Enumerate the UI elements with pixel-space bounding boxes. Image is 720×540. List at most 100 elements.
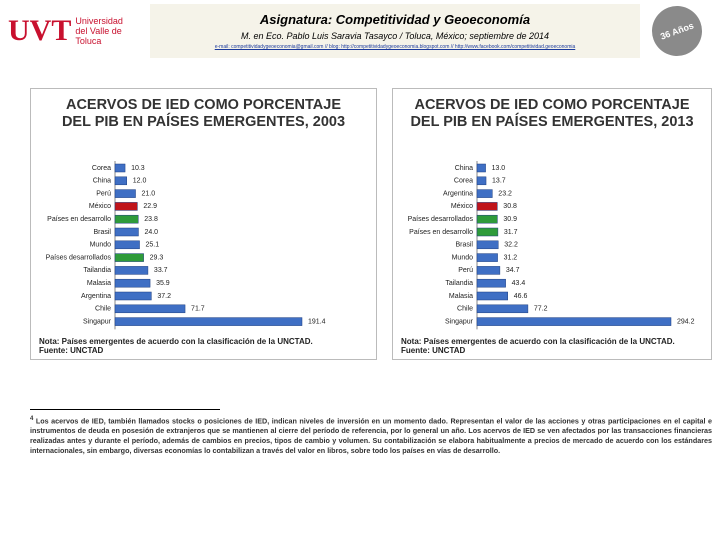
value-label: 43.4 xyxy=(512,280,526,287)
category-label: Tailandia xyxy=(445,280,473,287)
chart-note: Nota: Países emergentes de acuerdo con l… xyxy=(39,337,313,355)
category-label: Países desarrollados xyxy=(408,216,474,223)
bar xyxy=(476,202,498,211)
category-label: Países en desarrollo xyxy=(47,216,111,223)
value-label: 21.0 xyxy=(142,190,156,197)
bar xyxy=(114,189,136,198)
category-label: Argentina xyxy=(81,293,111,300)
value-label: 29.3 xyxy=(150,254,164,261)
category-label: Países en desarrollo xyxy=(409,229,473,236)
bar xyxy=(476,291,508,301)
value-label: 77.2 xyxy=(534,306,548,313)
bar xyxy=(476,253,498,262)
bar xyxy=(114,317,303,326)
bar xyxy=(114,266,149,275)
footnote: 4 Los acervos de IED, también llamados s… xyxy=(30,414,712,456)
logo: UVT Universidad del Valle de Toluca xyxy=(8,8,126,54)
bar xyxy=(114,253,144,262)
note: Nota: Países emergentes de acuerdo con l… xyxy=(401,337,675,346)
footnote-marker: 4 xyxy=(30,416,34,422)
chart-note: Nota: Países emergentes de acuerdo con l… xyxy=(401,337,675,355)
bar xyxy=(114,291,152,301)
category-label: Malasia xyxy=(449,293,473,300)
bar xyxy=(114,304,186,314)
bar xyxy=(114,278,151,288)
chart-title: ACERVOS DE IED COMO PORCENTAJE DEL PIB E… xyxy=(61,97,346,130)
note: Nota: Países emergentes de acuerdo con l… xyxy=(39,337,313,346)
category-label: Mundo xyxy=(452,254,474,261)
bar xyxy=(476,163,486,173)
value-label: 34.7 xyxy=(506,267,520,274)
logo-mark: UVT xyxy=(8,14,72,47)
bar xyxy=(114,163,126,173)
chart: ACERVOS DE IED COMO PORCENTAJE DEL PIB E… xyxy=(30,88,377,360)
value-label: 31.7 xyxy=(504,229,518,236)
category-label: México xyxy=(451,203,473,210)
bar xyxy=(114,214,139,224)
category-label: China xyxy=(455,165,473,172)
plot: China 13.0 Corea 13.7 Argentina 23.2 México 30.… xyxy=(408,161,695,330)
value-label: 37.2 xyxy=(157,293,171,300)
bar xyxy=(476,214,498,224)
value-label: 294.2 xyxy=(677,318,695,325)
bar xyxy=(114,202,138,211)
category-label: México xyxy=(89,203,111,210)
value-label: 33.7 xyxy=(154,267,168,274)
value-label: 22.9 xyxy=(143,203,157,210)
source: Fuente: UNCTAD xyxy=(39,346,104,355)
chart-title: ACERVOS DE IED COMO PORCENTAJE DEL PIB E… xyxy=(410,97,694,130)
value-label: 46.6 xyxy=(514,293,528,300)
category-label: Singapur xyxy=(83,318,112,325)
category-label: Malasia xyxy=(87,280,111,287)
value-label: 24.0 xyxy=(144,229,158,236)
bar xyxy=(114,176,127,186)
value-label: 31.2 xyxy=(504,254,518,261)
header: Asignatura: Competitividad y Geoeconomía… xyxy=(150,4,640,58)
category-label: Tailandia xyxy=(83,267,111,274)
value-label: 191.4 xyxy=(308,318,326,325)
bar xyxy=(476,240,499,250)
bar xyxy=(114,227,139,237)
category-label: Perú xyxy=(458,267,473,274)
category-label: Perú xyxy=(96,190,111,197)
badge: 36 Años xyxy=(644,0,710,64)
footnote-text: Los acervos de IED, también llamados sto… xyxy=(30,416,713,456)
value-label: 13.7 xyxy=(492,178,506,185)
course-title: Asignatura: Competitividad y Geoeconomía xyxy=(259,12,531,27)
author: M. en Eco. Pablo Luis Saravia Tasayco / … xyxy=(240,31,549,41)
plot: Corea 10.3 China 12.0 Perú 21.0 México 22.9 País… xyxy=(46,161,326,330)
category-label: Brasil xyxy=(455,242,473,249)
category-label: Mundo xyxy=(90,242,112,249)
value-label: 35.9 xyxy=(156,280,170,287)
value-label: 13.0 xyxy=(492,165,506,172)
source: Fuente: UNCTAD xyxy=(401,346,466,355)
category-label: Chile xyxy=(95,306,111,313)
value-label: 12.0 xyxy=(133,178,147,185)
bar xyxy=(476,266,501,275)
value-label: 30.9 xyxy=(503,216,517,223)
value-label: 23.2 xyxy=(498,190,512,197)
value-label: 10.3 xyxy=(131,165,145,172)
contact: e-mail: competitividadygeoeconomia@gmail… xyxy=(214,44,576,50)
value-label: 23.8 xyxy=(144,216,158,223)
bar xyxy=(114,240,140,250)
footnote-rule xyxy=(30,409,220,410)
value-label: 30.8 xyxy=(503,203,517,210)
value-label: 32.2 xyxy=(504,242,518,249)
bar xyxy=(476,317,672,326)
university: Universidad del Valle de Toluca xyxy=(75,16,123,46)
chart: ACERVOS DE IED COMO PORCENTAJE DEL PIB E… xyxy=(392,88,712,360)
category-label: China xyxy=(93,178,111,185)
category-label: Brasil xyxy=(93,229,111,236)
category-label: Chile xyxy=(457,306,473,313)
value-label: 71.7 xyxy=(191,306,205,313)
bar xyxy=(476,176,487,186)
category-label: Corea xyxy=(454,178,473,185)
bar xyxy=(476,189,493,198)
category-label: Singapur xyxy=(445,318,474,325)
category-label: Corea xyxy=(92,165,111,172)
bar xyxy=(476,304,529,314)
bar xyxy=(476,227,499,237)
category-label: Países desarrollados xyxy=(46,254,112,261)
